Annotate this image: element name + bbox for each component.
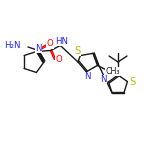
Text: O: O: [55, 55, 62, 64]
Text: HN: HN: [55, 37, 68, 46]
Text: S: S: [74, 46, 80, 56]
Text: N: N: [100, 75, 107, 84]
Text: N: N: [84, 72, 90, 81]
Text: CH₃: CH₃: [105, 67, 120, 76]
Text: H₂N: H₂N: [4, 42, 21, 51]
Text: N: N: [35, 44, 42, 53]
Text: S: S: [129, 77, 135, 87]
Text: O: O: [47, 39, 53, 48]
